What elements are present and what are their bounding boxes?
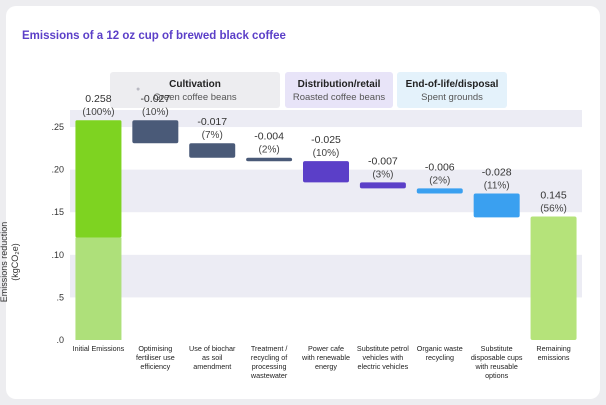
x-tick-label: emissions [538,353,570,362]
x-tick-label: Initial Emissions [73,344,125,353]
x-tick-label: Remaining [536,344,570,353]
grid-band [70,254,582,298]
x-tick-label: Substitute [481,344,513,353]
bar [75,120,122,238]
x-tick-label: processing [252,362,287,371]
percent-label: (10%) [313,148,340,159]
percent-label: (10%) [142,107,169,118]
x-tick-label: with reusable [474,362,517,371]
data-label: -0.007 [368,155,398,167]
y-tick-label: .0 [56,335,64,345]
y-tick-label: .15 [51,207,64,217]
grid-band [70,110,582,128]
x-tick-label: Organic waste [417,344,463,353]
stage-name: Distribution/retail [297,79,381,90]
percent-label: (11%) [484,180,510,191]
chart-title: Emissions of a 12 oz cup of brewed black… [22,30,286,42]
x-tick-label: Use of biochar [189,344,236,353]
percent-label: (3%) [372,169,393,180]
y-tick-label: .25 [51,122,64,132]
x-tick-label: vehicles with [363,353,404,362]
x-tick-label: energy [315,362,337,371]
x-tick-label: Treatment / [251,344,287,353]
y-tick-label: .20 [51,165,64,175]
y-tick-label: .5 [56,292,64,302]
x-tick-label: Substitute petrol [357,344,409,353]
x-tick-label: wastewater [250,371,288,380]
percent-label: (7%) [202,130,223,141]
data-label: 0.145 [540,189,566,201]
bar [359,182,406,189]
data-label: -0.027 [140,93,170,105]
bar [530,216,577,340]
data-label: -0.004 [254,131,284,143]
bar [416,188,463,194]
bar-lower-segment [75,237,122,340]
bar [189,143,236,158]
data-label: -0.028 [482,166,512,178]
percent-label: (100%) [82,107,114,118]
bar [473,193,520,218]
x-tick-label: electric vehicles [358,362,409,371]
x-tick-label: Power cafe [308,344,344,353]
x-tick-label: as soil [202,353,223,362]
data-label: -0.017 [197,116,227,128]
data-label: -0.006 [425,161,455,173]
x-tick-label: fertiliser use [136,353,175,362]
x-tick-label: efficiency [140,362,170,371]
x-tick-label: recycling [426,353,454,362]
percent-label: (2%) [429,175,450,186]
y-tick-label: .10 [51,250,64,260]
stage-name: Cultivation [169,79,221,90]
x-tick-label: amendment [193,362,231,371]
stage-name: End-of-life/disposal [405,79,499,90]
x-tick-label: disposable cups [471,353,523,362]
x-tick-label: recycling of [251,353,287,362]
bullet-icon: ● [136,86,141,93]
x-tick-label: options [485,371,509,380]
percent-label: (2%) [259,145,280,156]
stage-distribution: Distribution/retail Roasted coffee beans [285,72,393,108]
stage-sub: Green coffee beans [153,92,237,103]
stage-sub: Spent grounds [421,92,483,103]
x-tick-label: Optimising [138,344,172,353]
data-label: 0.258 [85,93,111,105]
stage-end-of-life: End-of-life/disposal Spent grounds [397,72,507,108]
stage-cultivation: ● Cultivation Green coffee beans [110,72,280,108]
percent-label: (56%) [540,203,567,214]
bar [132,120,179,144]
bar [303,161,349,183]
data-label: -0.025 [311,134,341,146]
bar [246,157,293,162]
x-tick-label: with renewable [301,353,350,362]
stage-sub: Roasted coffee beans [292,92,386,103]
